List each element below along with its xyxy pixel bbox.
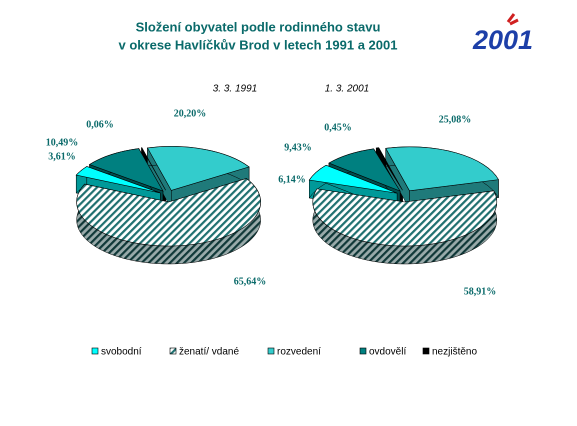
legend-label: svobodní	[101, 347, 142, 358]
pie-slice	[312, 188, 498, 247]
legend-label: nezjištěno	[432, 347, 477, 358]
legend-label: ženatí/ vdané	[179, 347, 239, 358]
legend-swatch	[91, 347, 99, 355]
legend-label: rozvedení	[277, 347, 321, 358]
pie-title: 1. 3. 2001	[325, 84, 369, 95]
data-label: 58,91%	[464, 286, 497, 297]
pie-slice	[146, 146, 250, 191]
pie-slice	[328, 148, 401, 192]
legend-swatch	[359, 347, 367, 355]
data-label: 25,08%	[439, 114, 472, 125]
pie-slice	[308, 164, 398, 194]
pie-slice	[385, 146, 499, 192]
pie-slice	[141, 147, 166, 191]
data-label: 3,61%	[48, 151, 76, 162]
data-label: 6,14%	[278, 174, 306, 185]
pie-slice	[75, 166, 161, 194]
logo: 2001	[472, 25, 533, 55]
data-label: 65,64%	[234, 276, 267, 287]
data-label: 9,43%	[284, 142, 312, 153]
data-label: 10,49%	[46, 137, 79, 148]
data-label: 0,45%	[324, 122, 352, 133]
pie-title: 3. 3. 1991	[213, 84, 257, 95]
legend-swatch	[267, 347, 275, 355]
pie-slice	[375, 147, 403, 191]
data-label: 20,20%	[174, 108, 207, 119]
pie-slice	[76, 178, 261, 247]
logo-mark	[506, 13, 519, 26]
legend-swatch	[169, 347, 177, 355]
legend-label: ovdovělí	[369, 347, 406, 358]
chart-title: Složení obyvatel podle rodinného stavu	[136, 19, 381, 34]
legend-swatch	[422, 347, 430, 355]
pie-slice	[88, 148, 164, 192]
chart-subtitle: v okrese Havlíčkův Brod v letech 1991 a …	[119, 37, 398, 52]
data-label: 0,06%	[86, 119, 114, 130]
